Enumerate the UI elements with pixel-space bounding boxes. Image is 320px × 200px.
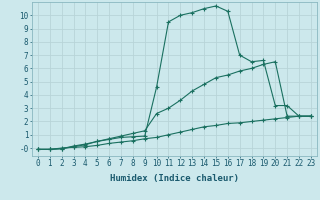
X-axis label: Humidex (Indice chaleur): Humidex (Indice chaleur) [110,174,239,183]
